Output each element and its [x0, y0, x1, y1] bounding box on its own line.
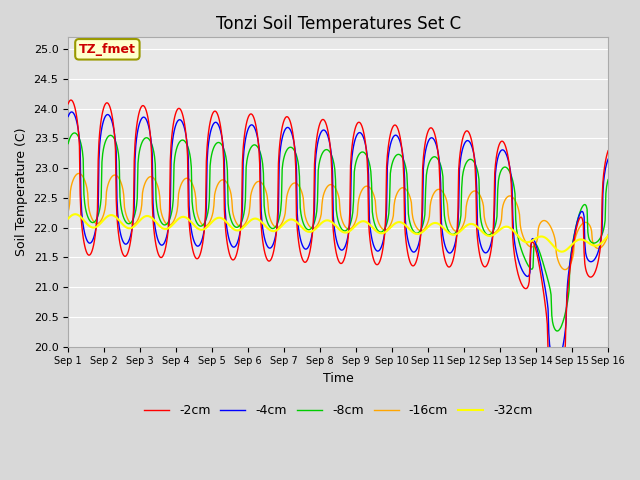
-16cm — [131, 221, 138, 227]
-8cm — [420, 216, 428, 222]
-32cm — [404, 225, 412, 231]
-2cm — [420, 148, 428, 154]
-4cm — [404, 239, 412, 245]
Y-axis label: Soil Temperature (C): Soil Temperature (C) — [15, 128, 28, 256]
-16cm — [404, 190, 412, 196]
-2cm — [604, 148, 612, 154]
-16cm — [74, 171, 82, 177]
-16cm — [64, 209, 72, 215]
-32cm — [557, 249, 565, 254]
-2cm — [75, 132, 83, 137]
-16cm — [604, 232, 612, 238]
-16cm — [75, 170, 83, 176]
-4cm — [604, 156, 612, 162]
-32cm — [131, 223, 138, 229]
-8cm — [70, 130, 78, 136]
-4cm — [131, 204, 138, 210]
-4cm — [75, 130, 83, 135]
-2cm — [67, 97, 75, 103]
-2cm — [404, 253, 412, 259]
-32cm — [75, 213, 83, 218]
X-axis label: Time: Time — [323, 372, 353, 385]
-2cm — [131, 157, 138, 163]
-8cm — [64, 141, 72, 146]
-2cm — [64, 101, 72, 107]
-16cm — [214, 182, 221, 188]
-4cm — [64, 114, 72, 120]
-32cm — [214, 215, 221, 221]
Legend: -2cm, -4cm, -8cm, -16cm, -32cm: -2cm, -4cm, -8cm, -16cm, -32cm — [139, 399, 538, 422]
-4cm — [185, 203, 193, 208]
-32cm — [420, 228, 428, 233]
-2cm — [185, 218, 193, 224]
-8cm — [553, 328, 561, 334]
-4cm — [420, 157, 428, 163]
Title: Tonzi Soil Temperatures Set C: Tonzi Soil Temperatures Set C — [216, 15, 461, 33]
-32cm — [185, 217, 193, 223]
-4cm — [552, 361, 560, 367]
-2cm — [214, 111, 221, 117]
Line: -2cm: -2cm — [68, 100, 608, 392]
-16cm — [420, 226, 428, 232]
Line: -32cm: -32cm — [68, 214, 608, 252]
-16cm — [561, 267, 569, 273]
-8cm — [604, 177, 612, 182]
Line: -16cm: -16cm — [68, 173, 608, 270]
-8cm — [404, 211, 412, 216]
-4cm — [68, 109, 76, 115]
-16cm — [185, 176, 193, 182]
-32cm — [604, 233, 612, 239]
-8cm — [214, 140, 221, 145]
-32cm — [71, 211, 79, 217]
-8cm — [131, 214, 138, 219]
-32cm — [64, 216, 72, 221]
-4cm — [214, 120, 221, 126]
Text: TZ_fmet: TZ_fmet — [79, 43, 136, 56]
-8cm — [75, 134, 83, 140]
-8cm — [185, 148, 193, 154]
Line: -4cm: -4cm — [68, 112, 608, 364]
Line: -8cm: -8cm — [68, 133, 608, 331]
-2cm — [552, 389, 559, 395]
